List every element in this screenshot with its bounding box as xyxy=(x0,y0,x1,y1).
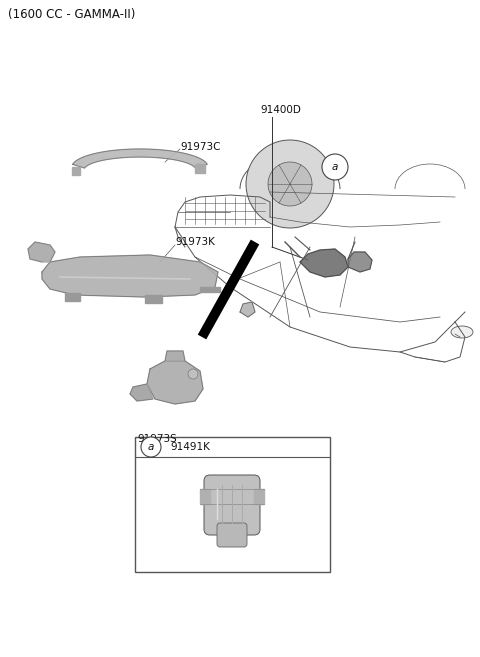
Polygon shape xyxy=(195,164,205,173)
Polygon shape xyxy=(240,302,255,317)
Polygon shape xyxy=(147,361,203,404)
Polygon shape xyxy=(28,242,55,262)
FancyBboxPatch shape xyxy=(217,523,247,547)
Circle shape xyxy=(322,154,348,180)
Polygon shape xyxy=(254,489,264,504)
Circle shape xyxy=(246,140,334,228)
Polygon shape xyxy=(72,167,80,175)
Text: 91973S: 91973S xyxy=(137,434,177,444)
Polygon shape xyxy=(73,149,207,168)
Polygon shape xyxy=(65,293,80,301)
Polygon shape xyxy=(300,249,348,277)
Polygon shape xyxy=(130,384,153,401)
Text: 91400D: 91400D xyxy=(260,105,301,115)
Text: 91973K: 91973K xyxy=(175,237,215,247)
Polygon shape xyxy=(42,255,218,297)
Polygon shape xyxy=(200,287,220,292)
FancyBboxPatch shape xyxy=(204,475,260,535)
Circle shape xyxy=(268,162,312,206)
Bar xyxy=(135,437,330,572)
Polygon shape xyxy=(145,295,162,303)
Text: 91491K: 91491K xyxy=(170,442,210,452)
Polygon shape xyxy=(200,489,210,504)
Text: 91973C: 91973C xyxy=(180,142,220,152)
Text: a: a xyxy=(148,442,154,452)
Polygon shape xyxy=(348,252,372,272)
Circle shape xyxy=(141,437,161,457)
Text: a: a xyxy=(332,162,338,172)
Circle shape xyxy=(188,369,198,379)
Polygon shape xyxy=(165,351,185,361)
Text: (1600 CC - GAMMA-II): (1600 CC - GAMMA-II) xyxy=(8,8,135,21)
Ellipse shape xyxy=(451,326,473,338)
